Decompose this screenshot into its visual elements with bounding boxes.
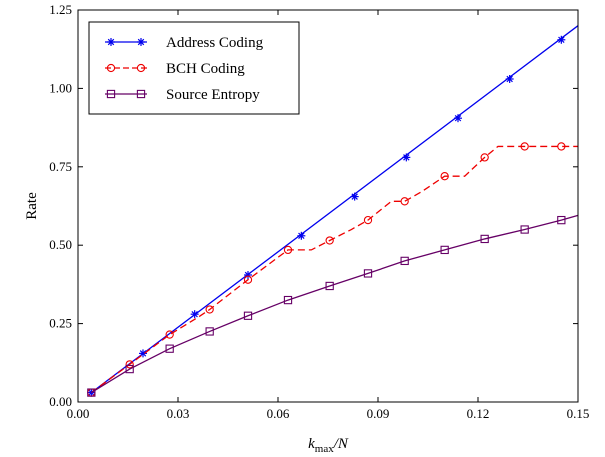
x-tick-label: 0.06 <box>267 406 290 421</box>
data-point <box>557 142 566 151</box>
y-tick-label: 0.75 <box>49 159 72 174</box>
data-point <box>520 225 529 234</box>
data-point <box>350 192 359 201</box>
legend-label: BCH Coding <box>166 61 245 77</box>
plot-frame <box>77 9 579 403</box>
data-point <box>440 172 449 181</box>
data-point <box>400 197 409 206</box>
data-point <box>363 269 373 278</box>
data-point <box>165 330 174 339</box>
legend-entry-0: Address Coding <box>105 35 264 51</box>
x-label-rest: /N <box>333 436 349 452</box>
x-tick-label: 0.15 <box>567 406 590 421</box>
series-2 <box>87 214 579 397</box>
data-point <box>557 215 566 225</box>
data-point <box>87 388 96 397</box>
data-point <box>440 245 449 255</box>
x-axis-label: kmax/N <box>308 436 349 455</box>
x-label-sub: max <box>315 443 334 455</box>
legend-label: Source Entropy <box>166 87 260 103</box>
legend-marker <box>137 38 145 46</box>
data-point <box>454 114 462 123</box>
data-point <box>520 142 529 151</box>
data-point <box>125 364 134 374</box>
data-point <box>190 310 199 319</box>
legend-marker <box>106 63 116 73</box>
y-tick-label: 0.25 <box>49 316 72 331</box>
y-tick-label: 0.00 <box>49 394 72 409</box>
data-point <box>557 35 566 44</box>
x-axis-ticks: 0.00 0.03 0.06 0.09 0.12 0.15 <box>67 10 590 421</box>
data-point <box>139 349 147 358</box>
x-tick-label: 0.09 <box>367 406 390 421</box>
data-point <box>243 311 253 320</box>
data-point <box>243 275 253 284</box>
series-line <box>90 145 578 394</box>
x-tick-label: 0.03 <box>167 406 190 421</box>
y-axis-ticks: 0.00 0.25 0.50 0.75 1.00 1.25 <box>49 2 578 409</box>
x-label-k: k <box>308 436 315 452</box>
series-1 <box>87 142 578 397</box>
legend: Address Coding BCH Coding Source Entropy <box>88 21 300 115</box>
data-point <box>325 236 334 245</box>
data-point <box>283 295 293 305</box>
y-tick-label: 0.50 <box>49 237 72 252</box>
data-point <box>325 281 334 291</box>
data-point <box>125 360 134 369</box>
legend-label: Address Coding <box>166 35 264 51</box>
data-point <box>400 256 409 266</box>
legend-marker <box>136 89 146 99</box>
y-tick-label: 1.25 <box>49 2 72 17</box>
data-point <box>480 234 489 244</box>
x-tick-label: 0.12 <box>467 406 490 421</box>
legend-marker <box>106 89 116 99</box>
data-point <box>165 344 174 353</box>
series-line <box>90 214 579 394</box>
data-point <box>480 153 489 162</box>
series-line <box>90 25 579 394</box>
data-point <box>205 327 214 336</box>
data-point <box>363 215 373 225</box>
legend-marker <box>107 38 115 46</box>
data-point <box>402 153 411 162</box>
series-0 <box>87 25 579 397</box>
legend-marker <box>136 63 146 73</box>
x-tick-label: 0.00 <box>67 406 90 421</box>
y-tick-label: 1.00 <box>49 80 72 95</box>
plot-area <box>77 9 579 403</box>
y-axis-label: Rate <box>24 192 40 220</box>
data-point <box>297 231 306 240</box>
series-layer <box>87 25 579 397</box>
legend-entry-2: Source Entropy <box>105 87 260 103</box>
data-point <box>283 245 293 255</box>
data-point <box>505 74 514 83</box>
data-point <box>205 305 214 314</box>
legend-entry-1: BCH Coding <box>105 61 245 77</box>
